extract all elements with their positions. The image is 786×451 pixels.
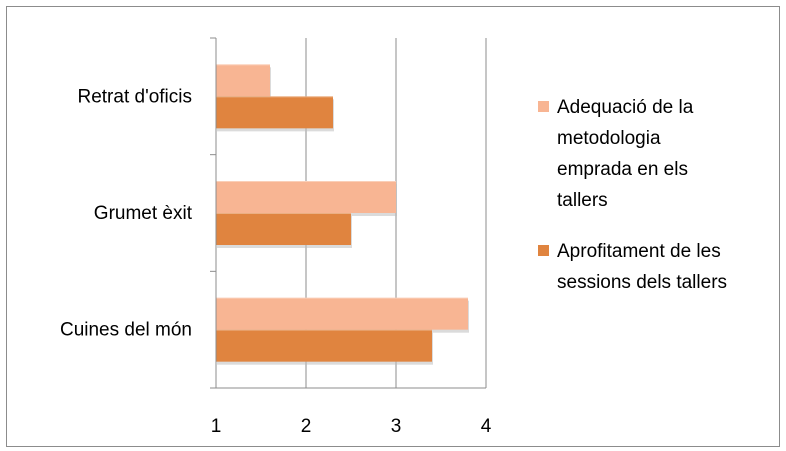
legend-label-line: tallers: [557, 190, 608, 211]
legend-label-line: metodologia: [557, 128, 661, 149]
bar-0-0: [216, 64, 270, 97]
legend-swatch-0: [538, 101, 549, 112]
x-tick-label: 3: [391, 416, 402, 437]
bar-1-1: [216, 213, 351, 245]
category-label: Retrat d'oficis: [77, 86, 192, 107]
bar-0-2: [216, 297, 468, 330]
x-tick-label: 4: [481, 416, 492, 437]
legend-label-line: sessions dels tallers: [557, 272, 727, 293]
chart-frame: [6, 6, 780, 447]
legend-label-line: Adequació de la: [557, 97, 694, 118]
legend-label-line: Aprofitament de les: [557, 241, 721, 262]
bar-1-2: [216, 329, 432, 362]
category-label: Grumet èxit: [94, 203, 193, 224]
bar-0-1: [216, 181, 396, 213]
x-tick-label: 1: [211, 416, 222, 437]
x-tick-label: 2: [301, 416, 312, 437]
bar-1-0: [216, 96, 333, 129]
legend-label-line: emprada en els: [557, 159, 688, 180]
legend-swatch-1: [538, 245, 549, 256]
category-label: Cuines del món: [60, 320, 192, 341]
